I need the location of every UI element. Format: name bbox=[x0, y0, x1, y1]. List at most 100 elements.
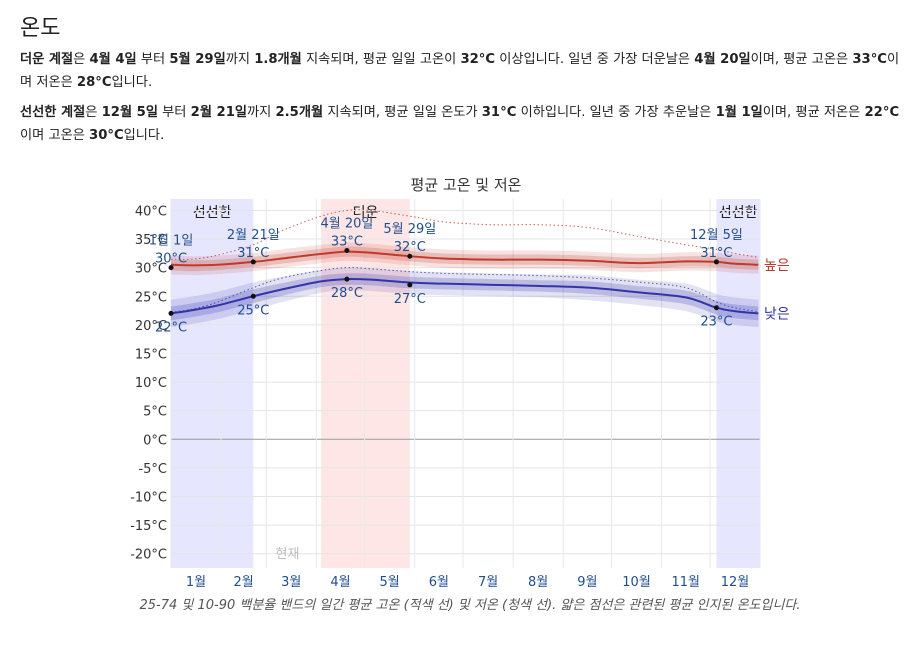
hot-season-threshold: 32°C bbox=[460, 52, 496, 67]
text-fragment: 부터 bbox=[136, 52, 170, 67]
annotation-value-label: 31°C bbox=[700, 246, 732, 261]
annotation-point bbox=[407, 282, 413, 288]
cold-season-duration: 2.5개월 bbox=[275, 105, 324, 120]
y-tick-label: -15°C bbox=[130, 519, 167, 534]
coldest-day-low: 22°C bbox=[864, 105, 900, 120]
text-fragment: 이며 고온은 bbox=[20, 128, 90, 143]
month-label: 3월 bbox=[281, 575, 301, 590]
y-tick-label: 10°C bbox=[135, 376, 167, 391]
text-fragment: 지속되며, 평균 일일 온도가 bbox=[323, 105, 482, 120]
y-tick-label: 15°C bbox=[135, 347, 167, 362]
annotation-date-label: 5월 29일 bbox=[383, 222, 436, 237]
today-label: 현재 bbox=[276, 547, 300, 562]
cold-season-label: 선선한 bbox=[719, 205, 758, 221]
annotation-point bbox=[168, 310, 174, 316]
high-series-label: 높은 bbox=[764, 258, 790, 274]
annotation-value-label: 28°C bbox=[331, 286, 363, 301]
text-fragment: 이상입니다. 일년 중 가장 더운날은 bbox=[495, 52, 695, 67]
hot-season-start: 4월 4일 bbox=[89, 52, 137, 67]
low-avg-line bbox=[170, 277, 759, 315]
annotation-point bbox=[713, 305, 719, 311]
text-fragment: 지속되며, 평균 일일 고온이 bbox=[301, 52, 461, 67]
hot-season-label: 더운 bbox=[353, 205, 379, 221]
y-tick-label: 40°C bbox=[135, 204, 167, 219]
month-label: 10월 bbox=[622, 575, 651, 590]
text-fragment: 이며, 평균 고온은 bbox=[750, 52, 853, 67]
hottest-day: 4월 20일 bbox=[694, 52, 751, 67]
annotation-point bbox=[168, 265, 174, 271]
y-tick-label: -5°C bbox=[138, 462, 167, 477]
annotation-point bbox=[713, 259, 719, 265]
annotation-point bbox=[250, 293, 256, 299]
hot-season-label: 더운 계절 bbox=[20, 52, 74, 67]
y-tick-label: 20°C bbox=[135, 319, 167, 334]
annotation-point bbox=[344, 247, 350, 253]
text-fragment: 부터 bbox=[157, 105, 191, 120]
text-fragment: 은 bbox=[85, 105, 102, 120]
text-fragment: 이하입니다. 일년 중 가장 추운날은 bbox=[516, 105, 716, 120]
low-series-label: 낮은 bbox=[764, 306, 790, 322]
month-label: 7월 bbox=[478, 575, 498, 590]
annotation-date-label: 4월 20일 bbox=[320, 216, 373, 231]
annotation-date-label: 2월 21일 bbox=[227, 228, 280, 243]
annotation-value-label: 31°C bbox=[237, 246, 269, 261]
text-fragment: 입니다. bbox=[111, 75, 153, 90]
month-label: 12월 bbox=[721, 575, 750, 590]
cold-season-threshold: 31°C bbox=[481, 105, 517, 120]
y-tick-label: 5°C bbox=[143, 405, 167, 420]
cold-season-band bbox=[171, 199, 254, 568]
annotation-value-label: 30°C bbox=[155, 252, 187, 267]
annotation-value-label: 27°C bbox=[394, 292, 426, 307]
cold-season-paragraph: 선선한 계절은 12월 5일 부터 2월 21일까지 2.5개월 지속되며, 평… bbox=[20, 101, 910, 147]
text-fragment: 이며, 평균 저온은 bbox=[762, 105, 865, 120]
month-label: 1월 bbox=[186, 575, 206, 590]
y-tick-label: -10°C bbox=[130, 490, 167, 505]
cold-season-band bbox=[716, 199, 760, 568]
month-label: 4월 bbox=[330, 575, 350, 590]
text-fragment: 입니다. bbox=[123, 128, 165, 143]
month-label: 8월 bbox=[528, 575, 548, 590]
annotation-point bbox=[344, 276, 350, 282]
hot-season-duration: 1.8개월 bbox=[254, 52, 302, 67]
month-label: 9월 bbox=[577, 575, 597, 590]
hot-season-band bbox=[321, 199, 410, 568]
high-avg-line bbox=[170, 250, 759, 267]
annotation-value-label: 25°C bbox=[237, 303, 269, 318]
annotation-date-label: 12월 5일 bbox=[690, 228, 743, 243]
month-label: 6월 bbox=[429, 575, 449, 590]
annotation-point bbox=[250, 259, 256, 265]
month-label: 2월 bbox=[233, 575, 253, 590]
y-tick-label: -20°C bbox=[130, 548, 167, 563]
cold-season-start: 12월 5일 bbox=[101, 105, 158, 120]
y-tick-label: 30°C bbox=[135, 262, 167, 277]
annotation-date-label: 1월 1일 bbox=[149, 234, 194, 249]
hottest-day-high: 33°C bbox=[852, 52, 887, 67]
section-title: 온도 bbox=[20, 16, 61, 41]
text-fragment: 은 bbox=[73, 52, 90, 67]
temperature-chart: 평균 고온 및 저온 선선한 더운 선선한 40°C 35°C 30°C 25°C 20°C… bbox=[130, 176, 790, 590]
cold-season-label: 선선한 계절 bbox=[20, 105, 86, 120]
high-feels-like-line bbox=[170, 209, 759, 260]
month-label: 5월 bbox=[380, 575, 400, 590]
y-tick-label: 35°C bbox=[135, 233, 167, 248]
chart-caption: 25-74 및 10-90 백분율 밴드의 일간 평균 고온 (적색 선) 및 … bbox=[139, 598, 801, 613]
annotation-value-label: 22°C bbox=[155, 320, 187, 335]
low-feels-like-line bbox=[170, 267, 759, 313]
cold-season-end: 2월 21일 bbox=[190, 105, 248, 120]
coldest-day: 1월 1일 bbox=[715, 105, 763, 120]
y-tick-label: 0°C bbox=[143, 433, 167, 448]
cold-season-label: 선선한 bbox=[193, 205, 232, 221]
hot-season-paragraph: 더운 계절은 4월 4일 부터 5월 29일까지 1.8개월 지속되며, 평균 … bbox=[20, 48, 910, 94]
low-p25-p75-band bbox=[171, 273, 759, 321]
chart-title: 평균 고온 및 저온 bbox=[411, 176, 522, 194]
annotation-value-label: 23°C bbox=[700, 315, 732, 330]
y-tick-label: 25°C bbox=[135, 290, 167, 305]
coldest-day-high: 30°C bbox=[89, 128, 124, 143]
text-fragment: 이며 저온은 bbox=[20, 52, 900, 90]
hot-season-end: 5월 29일 bbox=[169, 52, 226, 67]
annotation-point bbox=[407, 253, 413, 259]
month-label: 11월 bbox=[672, 575, 701, 590]
hottest-day-low: 28°C bbox=[76, 75, 112, 90]
text-fragment: 까지 bbox=[225, 52, 255, 67]
annotation-value-label: 32°C bbox=[394, 240, 426, 255]
